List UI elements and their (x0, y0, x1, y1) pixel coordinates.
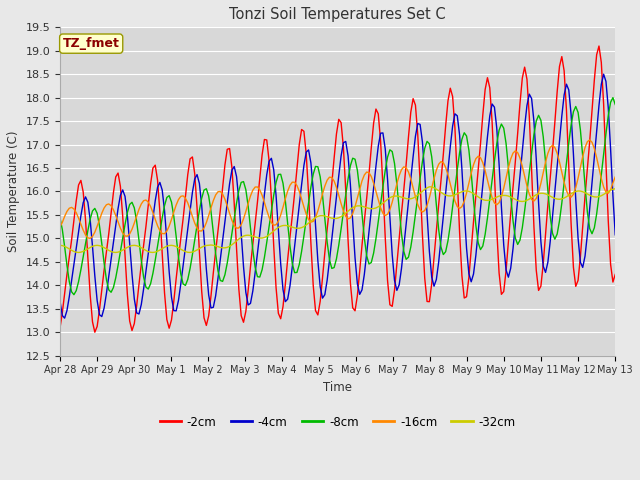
-32cm (611, 186, 619, 192)
-16cm (426, 195, 433, 201)
-8cm (611, 102, 619, 108)
-8cm (147, 281, 154, 287)
-32cm (56, 242, 64, 248)
-32cm (246, 233, 254, 239)
Line: -2cm: -2cm (60, 46, 615, 332)
Legend: -2cm, -4cm, -8cm, -16cm, -32cm: -2cm, -4cm, -8cm, -16cm, -32cm (155, 411, 520, 433)
-16cm (56, 224, 64, 230)
-4cm (246, 300, 254, 306)
Y-axis label: Soil Temperature (C): Soil Temperature (C) (7, 131, 20, 252)
-4cm (574, 235, 582, 241)
-2cm (147, 181, 154, 187)
-2cm (79, 189, 87, 195)
-8cm (56, 215, 64, 221)
Line: -16cm: -16cm (60, 140, 615, 239)
-4cm (95, 312, 103, 318)
-4cm (56, 298, 64, 304)
-8cm (70, 292, 77, 298)
-32cm (428, 184, 436, 190)
-4cm (426, 249, 433, 254)
-16cm (611, 174, 619, 180)
-4cm (82, 194, 90, 200)
-4cm (611, 232, 619, 238)
-2cm (95, 307, 103, 313)
-16cm (586, 137, 593, 143)
-8cm (95, 223, 103, 228)
-16cm (95, 217, 103, 223)
-2cm (574, 277, 582, 283)
-4cm (61, 315, 68, 321)
-4cm (147, 233, 154, 239)
X-axis label: Time: Time (323, 381, 352, 394)
Text: TZ_fmet: TZ_fmet (63, 37, 120, 50)
-8cm (609, 95, 617, 100)
-32cm (426, 184, 433, 190)
-8cm (246, 225, 254, 231)
-4cm (600, 72, 607, 77)
Title: Tonzi Soil Temperatures Set C: Tonzi Soil Temperatures Set C (229, 7, 446, 22)
-8cm (574, 109, 582, 115)
-32cm (147, 250, 154, 255)
-8cm (426, 141, 433, 147)
-32cm (75, 250, 83, 255)
-2cm (426, 299, 433, 305)
-16cm (79, 228, 87, 233)
-2cm (611, 272, 619, 277)
-32cm (95, 243, 103, 249)
Line: -4cm: -4cm (60, 74, 615, 318)
Line: -8cm: -8cm (60, 97, 615, 295)
-2cm (56, 325, 64, 331)
-16cm (246, 193, 254, 199)
-2cm (595, 43, 603, 49)
Line: -32cm: -32cm (60, 187, 615, 252)
-2cm (91, 329, 99, 335)
-32cm (577, 188, 584, 194)
-32cm (82, 247, 90, 253)
-8cm (82, 240, 90, 246)
-16cm (86, 236, 94, 241)
-2cm (246, 264, 254, 269)
-16cm (147, 204, 154, 209)
-16cm (574, 175, 582, 181)
